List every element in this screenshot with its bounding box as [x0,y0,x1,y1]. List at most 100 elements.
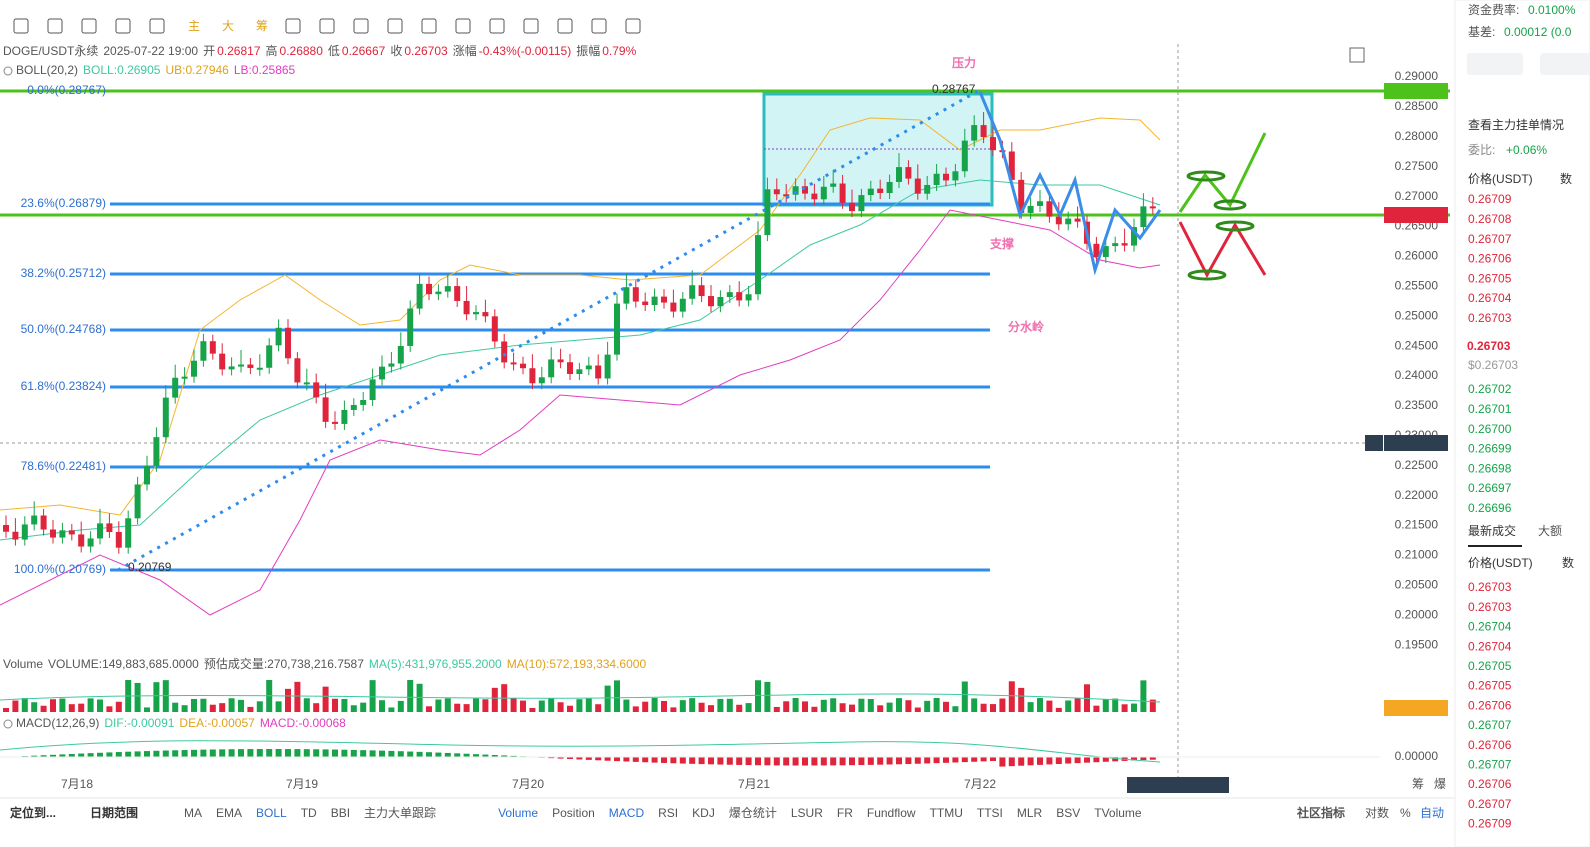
time-tag [1127,777,1229,793]
macd-bar [971,757,978,762]
tab[interactable]: 最新成交 [1468,523,1516,538]
candle [961,140,968,172]
trade-price: 0.26705 [1468,659,1512,673]
macd-bar [764,757,771,766]
tool-icon[interactable] [81,18,97,34]
macd-bar [1074,757,1081,764]
indicator-tab[interactable]: Position [552,806,595,820]
indicator-tab[interactable]: TVolume [1094,806,1142,820]
price-tick: 0.21000 [1395,548,1439,562]
tool-icon[interactable] [285,18,301,34]
tool-icon[interactable] [455,18,471,34]
volume-bar [50,699,56,712]
price-tick: 0.26000 [1395,249,1439,263]
tool-icon[interactable] [115,18,131,34]
macd-bar [1046,757,1053,765]
volume-bar [172,702,179,712]
candle [491,316,498,342]
tool-icon[interactable] [319,18,335,34]
volume-bar [379,700,385,712]
tool-icon[interactable] [13,18,29,34]
label: 0.0100% [1528,3,1576,17]
volume-bar [191,698,197,712]
tool-icon[interactable] [421,18,437,34]
trade-price: 0.26707 [1468,797,1512,811]
indicator-tab[interactable]: FR [837,806,853,820]
macd-bar [1018,757,1025,766]
indicator-tab[interactable]: MA [184,806,202,820]
bottom-option[interactable]: 对数 [1365,805,1389,820]
ask-price: 0.26708 [1468,212,1512,226]
macd-bar [933,757,940,764]
tool-icon[interactable] [353,18,369,34]
annotation: 分水岭 [1008,319,1044,334]
indicator-tab[interactable]: LSUR [791,806,823,820]
indicator-tab[interactable]: BOLL [256,806,287,820]
add-btn[interactable] [1540,53,1590,75]
indicator-tab[interactable]: TTSI [977,806,1003,820]
volume-bar [482,699,489,712]
tool-button[interactable]: 大 [222,19,234,33]
volume-bar [181,705,188,712]
tool-icon[interactable] [47,18,63,34]
candle [858,195,865,212]
volume-bar [1093,705,1100,712]
fullscreen-icon[interactable] [1349,47,1365,63]
tool-icon[interactable] [591,18,607,34]
macd-bar [341,749,348,758]
indicator-tab[interactable]: BSV [1056,806,1080,820]
corner-btn[interactable]: 筹 [1412,777,1424,791]
label: 委比: [1468,143,1495,157]
indicator-tab[interactable]: RSI [658,806,678,820]
volume-bar [914,707,921,712]
candle [623,287,630,304]
volume-bar [886,702,893,712]
tab[interactable]: 大额 [1538,524,1562,538]
trade-price: 0.26703 [1468,580,1512,594]
candle [830,183,837,187]
candle [341,409,348,424]
date-range-btn[interactable]: 日期范围 [90,805,138,820]
indicator-tab[interactable]: TTMU [930,806,963,820]
indicator-tab[interactable]: Fundflow [867,806,916,820]
indicator-tab[interactable]: BBI [331,806,350,820]
tool-icon[interactable] [523,18,539,34]
indicator-tab[interactable]: MACD [609,806,645,820]
volume-bar [689,698,696,712]
indicator-tab[interactable]: KDJ [692,806,715,820]
volume-bar [463,704,470,712]
indicator-tab[interactable]: Volume [498,806,538,820]
indicator-tab[interactable]: EMA [216,806,242,820]
volume-bar [867,699,874,712]
bottom-option[interactable]: 社区指标 [1296,805,1345,820]
tool-button[interactable]: 主 [188,19,200,33]
volume-bar [1037,698,1043,712]
price-tick: 0.27500 [1395,159,1439,173]
volume-bar [755,680,761,712]
bottom-option[interactable]: % [1400,806,1411,820]
tool-icon[interactable] [557,18,573,34]
tool-button[interactable]: 筹 [256,19,268,33]
tool-icon[interactable] [387,18,403,34]
indicator-tab[interactable]: MLR [1017,806,1043,820]
candle [426,283,432,295]
volume-bar [1112,698,1119,712]
candle [914,178,921,194]
alert-btn[interactable] [1467,53,1523,75]
macd-bar [134,751,141,758]
tool-icon[interactable] [149,18,165,34]
corner-btn[interactable]: 爆 [1434,777,1446,791]
tool-icon[interactable] [489,18,505,34]
locate-btn[interactable]: 定位到... [10,805,56,820]
label: 涨幅 [453,43,477,58]
candle [256,367,263,370]
indicator-tab[interactable]: 爆仓统计 [729,806,777,820]
candle [454,286,461,301]
macd-bar [416,751,423,758]
volume-bar [990,704,996,712]
macd-bar [219,749,226,758]
indicator-tab[interactable]: 主力大单跟踪 [364,806,436,820]
indicator-tab[interactable]: TD [301,806,317,820]
tool-icon[interactable] [625,18,641,34]
bottom-option[interactable]: 自动 [1420,806,1444,820]
